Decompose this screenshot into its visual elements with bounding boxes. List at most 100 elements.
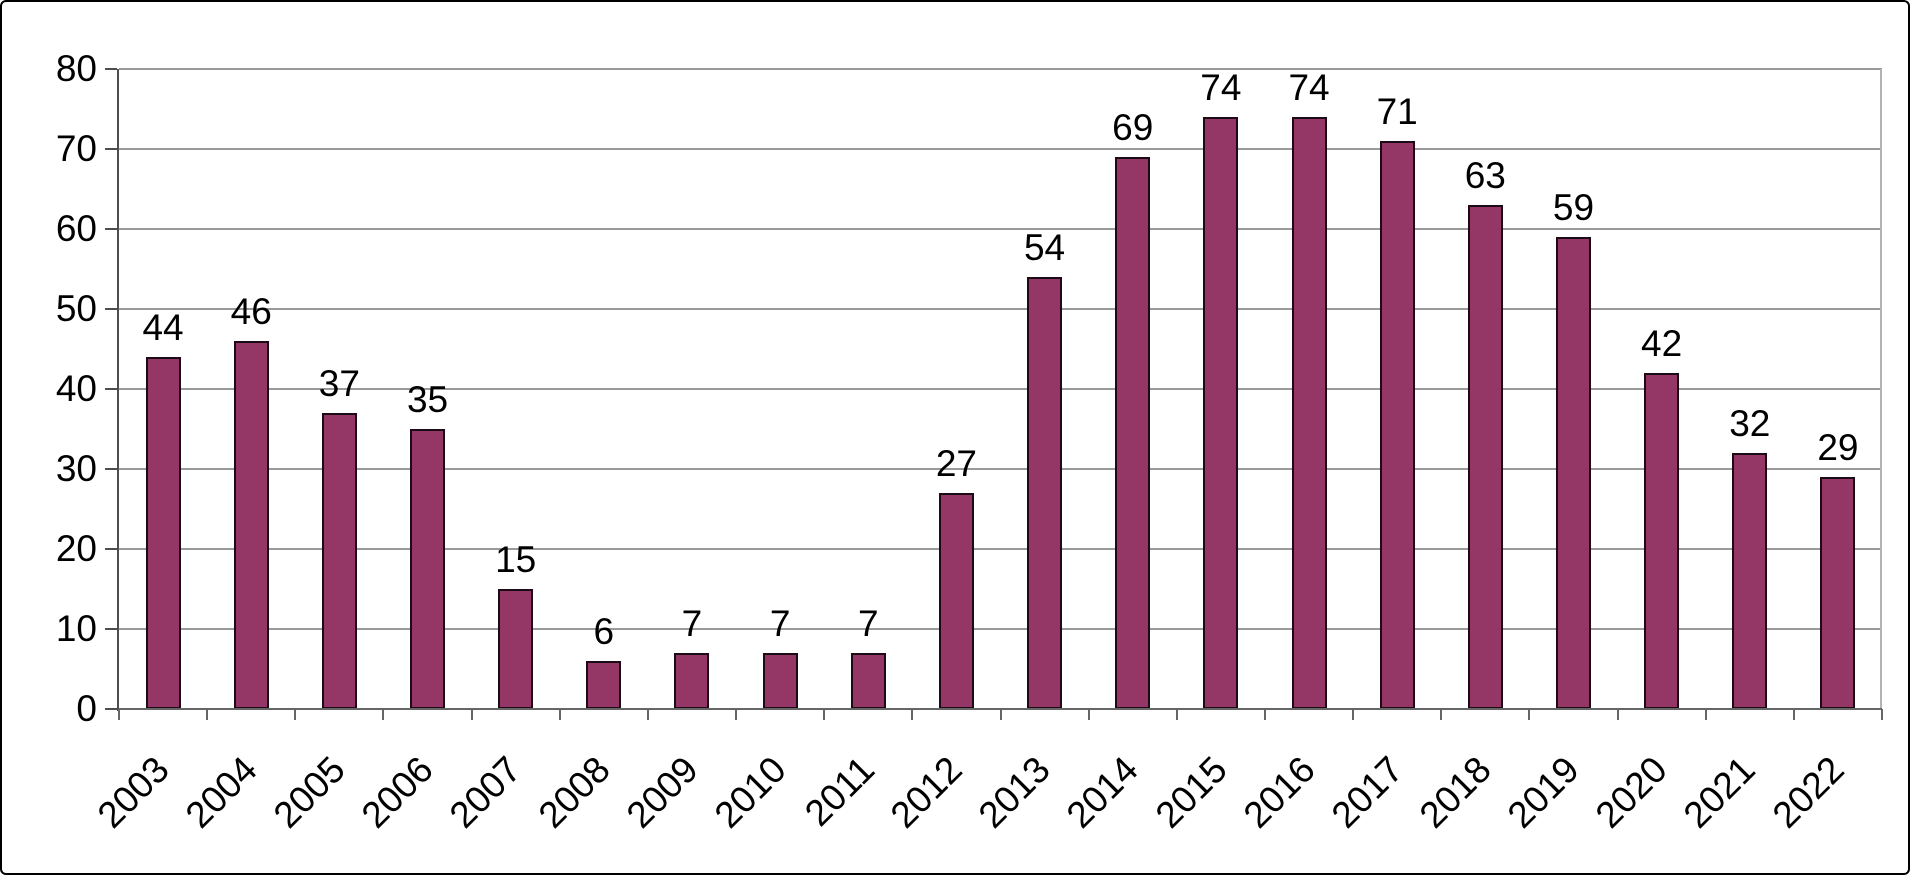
bar-2016 [1291,117,1327,709]
y-axis-tick-20 [105,548,117,550]
bar-2005 [321,413,357,709]
x-axis-tick [1881,709,1883,720]
x-axis-tick [470,709,473,720]
bar-value-label-2018: 63 [1464,155,1506,196]
bar-value-label-2007: 15 [495,539,537,580]
bar-value-label-2011: 7 [857,603,879,644]
plot-right-border [1880,69,1882,709]
y-axis-tick-80 [105,68,117,70]
bar-2007 [498,589,534,709]
x-axis-tick [206,709,209,720]
bar-2012 [938,493,974,709]
bar-2011 [850,653,886,709]
bar-value-label-2014: 69 [1112,107,1154,148]
y-axis-tick-50 [105,308,117,310]
bar-value-label-2005: 37 [318,363,360,404]
x-axis-label-2016: 2016 [1235,748,1323,836]
x-axis-label-2008: 2008 [530,748,618,836]
x-axis-label-2021: 2021 [1676,748,1764,836]
x-axis-tick [1528,709,1531,720]
y-axis-tick-10 [105,628,117,630]
bar-2014 [1115,157,1151,709]
bar-2015 [1203,117,1239,709]
x-axis-label-2020: 2020 [1588,748,1676,836]
y-axis-tick-40 [105,388,117,390]
x-axis-tick [911,709,914,720]
x-axis-label-2003: 2003 [89,748,177,836]
bar-2009 [674,653,710,709]
bar-value-label-2004: 46 [230,291,272,332]
x-axis-tick [1616,709,1619,720]
gridline-40 [119,388,1882,390]
bar-2004 [233,341,269,709]
bar-value-label-2015: 74 [1200,67,1242,108]
y-axis-label-60: 60 [55,208,97,249]
x-axis-label-2015: 2015 [1147,748,1235,836]
bar-2018 [1467,205,1503,709]
gridline-50 [119,308,1882,310]
bar-value-label-2022: 29 [1817,427,1859,468]
x-axis-tick [1352,709,1355,720]
bar-value-label-2017: 71 [1376,91,1418,132]
gridline-10 [119,628,1882,630]
y-axis-label-20: 20 [55,528,97,569]
x-axis-label-2022: 2022 [1764,748,1852,836]
bar-2017 [1379,141,1415,709]
x-axis-tick [1263,709,1266,720]
bar-value-label-2008: 6 [593,611,615,652]
y-axis-label-0: 0 [76,688,97,729]
x-axis-tick [1175,709,1178,720]
bar-value-label-2010: 7 [769,603,791,644]
gridline-60 [119,228,1882,230]
y-axis-tick-70 [105,148,117,150]
bar-value-label-2013: 54 [1023,227,1066,268]
x-axis-tick [823,709,826,720]
x-axis-label-2006: 2006 [353,748,442,836]
x-axis-tick [1792,709,1795,720]
x-axis-label-2019: 2019 [1499,748,1588,836]
bar-2021 [1732,453,1768,709]
bar-2003 [145,357,181,709]
x-axis-label-2012: 2012 [882,748,971,836]
y-axis-label-70: 70 [55,128,97,169]
y-axis-label-10: 10 [55,608,97,649]
bar-2006 [410,429,446,709]
x-axis-label-2018: 2018 [1411,748,1499,836]
y-axis-tick-60 [105,228,117,230]
bar-2008 [586,661,622,709]
bar-2022 [1820,477,1856,709]
gridline-80 [119,68,1882,70]
bar-value-label-2019: 59 [1552,187,1595,228]
gridline-30 [119,468,1882,470]
bar-value-label-2016: 74 [1288,67,1330,108]
bar-2020 [1644,373,1680,709]
x-axis-tick [999,709,1002,720]
y-axis-tick-0 [105,708,117,710]
x-axis-label-2009: 2009 [618,748,706,836]
bar-2013 [1027,277,1063,709]
bar-value-label-2006: 35 [406,379,449,420]
x-axis-label-2017: 2017 [1323,748,1411,836]
x-axis-tick [735,709,738,720]
x-axis-tick [1704,709,1707,720]
x-axis-label-2010: 2010 [706,748,794,836]
x-axis-tick [1440,709,1443,720]
bar-value-label-2021: 32 [1729,403,1771,444]
y-axis-label-80: 80 [55,48,97,89]
x-axis-tick [1087,709,1090,720]
y-axis-line [117,69,119,711]
y-axis-label-50: 50 [55,288,97,329]
y-axis-label-40: 40 [55,368,97,409]
y-axis-tick-30 [105,468,117,470]
x-axis-label-2005: 2005 [265,748,353,836]
x-axis-label-2013: 2013 [970,748,1059,836]
x-axis-tick [646,709,649,720]
gridline-70 [119,148,1882,150]
bar-2019 [1555,237,1591,709]
x-axis-tick [558,709,561,720]
bar-value-label-2003: 44 [142,307,184,348]
x-axis-tick [294,709,297,720]
x-axis-label-2007: 2007 [442,748,530,836]
bar-value-label-2020: 42 [1641,323,1683,364]
